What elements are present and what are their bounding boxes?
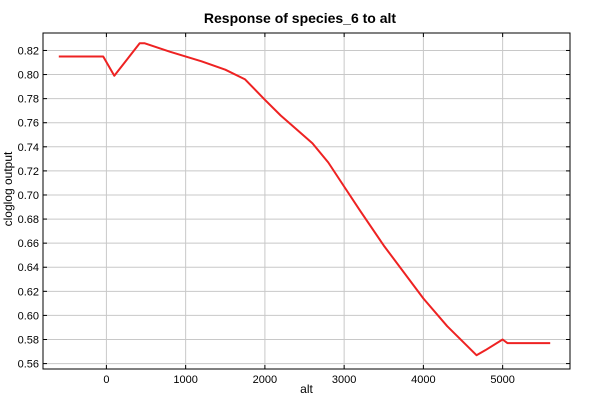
y-tick-label: 0.80 <box>18 70 39 82</box>
tick-layer: 0 1000 2000 3000 4000 5000 0.56 0.58 0.60 0.62 0.6… <box>18 33 570 386</box>
y-tick-label: 0.66 <box>18 238 39 250</box>
y-tick-label: 0.68 <box>18 214 39 226</box>
x-tick-label: 4000 <box>411 374 435 386</box>
y-tick-label: 0.60 <box>18 310 39 322</box>
y-tick-label: 0.82 <box>18 45 39 57</box>
x-tick-label: 2000 <box>253 374 277 386</box>
x-tick-label: 5000 <box>490 374 514 386</box>
y-tick-label: 0.72 <box>18 166 39 178</box>
grid-layer <box>43 33 570 369</box>
y-tick-label: 0.76 <box>18 118 39 130</box>
chart-title: Response of species_6 to alt <box>203 10 397 26</box>
plot-frame <box>42 32 571 370</box>
y-tick-label: 0.64 <box>18 262 39 274</box>
series-layer <box>58 42 551 357</box>
x-tick-label: 0 <box>103 374 109 386</box>
x-axis-label: alt <box>300 382 313 396</box>
y-tick-label: 0.74 <box>18 142 39 154</box>
x-tick-label: 1000 <box>173 374 197 386</box>
y-axis-label: cloglog output <box>1 151 15 227</box>
response-curve <box>58 42 551 357</box>
y-tick-label: 0.78 <box>18 94 39 106</box>
y-tick-label: 0.58 <box>18 334 39 346</box>
y-tick-label: 0.70 <box>18 190 39 202</box>
y-tick-label: 0.62 <box>18 286 39 298</box>
x-tick-label: 3000 <box>332 374 356 386</box>
y-tick-label: 0.56 <box>18 359 39 371</box>
